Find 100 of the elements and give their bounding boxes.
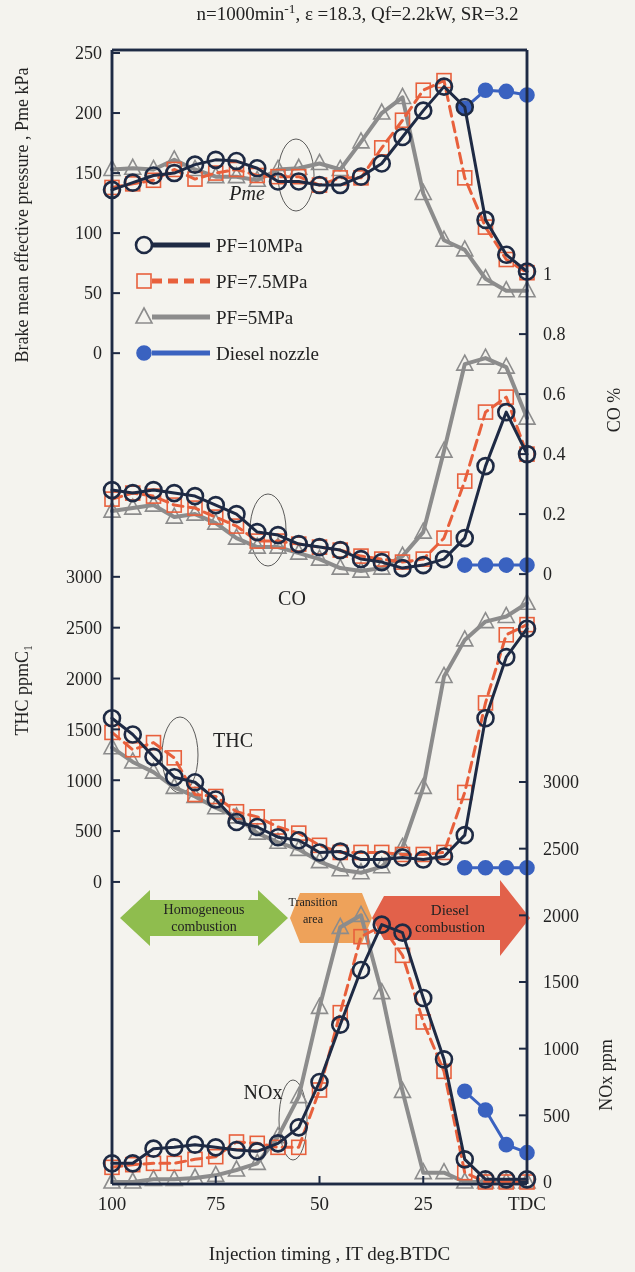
- point: [268, 827, 288, 847]
- point: [434, 1050, 454, 1069]
- point: [248, 823, 267, 840]
- point: [393, 923, 412, 942]
- point: [436, 844, 452, 861]
- x-tick-label: 25: [413, 1193, 433, 1214]
- point: [268, 1134, 288, 1153]
- point: [372, 558, 391, 575]
- y2-tick-label: 0.8: [543, 324, 566, 345]
- point: [268, 172, 288, 191]
- point: [206, 797, 225, 815]
- point: [455, 528, 475, 548]
- point: [187, 500, 203, 516]
- y2-tick-label: 3000: [543, 772, 579, 793]
- point: [518, 408, 536, 425]
- point: [207, 509, 224, 525]
- annotation: Diesel combustion: [415, 901, 486, 935]
- point: [206, 1138, 226, 1157]
- point: [519, 616, 535, 633]
- point: [498, 389, 515, 405]
- point: [456, 1164, 473, 1181]
- point: [476, 348, 495, 365]
- point: [518, 280, 536, 298]
- point: [145, 172, 162, 189]
- point: [331, 859, 350, 877]
- point: [206, 1165, 225, 1183]
- y-tick-label: 2500: [66, 617, 102, 638]
- point: [289, 1118, 309, 1137]
- legend-label: PF=5MPa: [216, 306, 294, 328]
- point: [372, 103, 391, 120]
- legend-label: Diesel nozzle: [216, 342, 319, 364]
- point: [434, 549, 454, 569]
- point: [164, 483, 184, 503]
- point: [476, 268, 495, 286]
- point: [413, 101, 433, 120]
- point: [165, 777, 184, 795]
- point: [123, 158, 142, 176]
- x-tick-label: TDC: [508, 1193, 546, 1214]
- point: [123, 725, 143, 744]
- point: [227, 1160, 246, 1177]
- point: [206, 495, 226, 515]
- point: [497, 606, 516, 624]
- y-tick-label: 250: [75, 43, 102, 64]
- y2-axis-title: NOx ppm: [596, 1039, 616, 1111]
- y2-tick-label: 500: [543, 1105, 570, 1126]
- annotation: Homogeneous combustion: [163, 902, 245, 935]
- point: [310, 997, 329, 1015]
- y-tick-label: 0: [93, 343, 102, 364]
- point: [249, 167, 266, 184]
- point: [394, 112, 411, 129]
- point: [289, 839, 308, 857]
- point: [372, 850, 392, 869]
- point: [351, 850, 371, 869]
- y-tick-label: 500: [75, 821, 102, 842]
- point: [353, 928, 369, 945]
- point: [456, 473, 473, 489]
- point: [435, 1162, 453, 1180]
- point: [455, 1150, 475, 1169]
- point: [269, 832, 287, 850]
- point: [228, 803, 245, 820]
- point: [476, 456, 495, 476]
- legend-label: PF=7.5MPa: [216, 270, 309, 292]
- point: [227, 504, 246, 524]
- point: [414, 1162, 433, 1180]
- point: [352, 905, 370, 923]
- point: [455, 825, 475, 845]
- point: [227, 812, 246, 832]
- point: [144, 1139, 163, 1158]
- point: [498, 859, 515, 876]
- point: [123, 752, 142, 769]
- point: [393, 558, 412, 578]
- point: [352, 132, 370, 149]
- point: [435, 441, 453, 458]
- point: [164, 1138, 184, 1157]
- point: [497, 357, 516, 374]
- point: [436, 530, 452, 546]
- point: [123, 498, 142, 515]
- point: [456, 557, 473, 573]
- point: [247, 158, 267, 178]
- y2-tick-label: 1000: [543, 1038, 579, 1059]
- point: [330, 175, 350, 195]
- point: [456, 1083, 473, 1100]
- point: [331, 159, 350, 177]
- y2-tick-label: 1: [543, 264, 552, 285]
- point: [372, 154, 392, 173]
- y2-tick-label: 0.6: [543, 384, 566, 405]
- y2-tick-label: 0.2: [543, 504, 566, 525]
- point: [248, 537, 267, 554]
- point: [165, 507, 184, 524]
- point: [102, 480, 122, 500]
- point: [289, 1086, 308, 1104]
- y-tick-label: 1500: [66, 719, 102, 740]
- point: [124, 741, 141, 758]
- x-tick-label: 75: [206, 1193, 226, 1214]
- point: [206, 150, 226, 170]
- y-tick-label: 50: [84, 283, 102, 304]
- annotation: Pme: [228, 182, 265, 204]
- point: [227, 528, 246, 545]
- point: [455, 240, 474, 257]
- point: [289, 543, 308, 560]
